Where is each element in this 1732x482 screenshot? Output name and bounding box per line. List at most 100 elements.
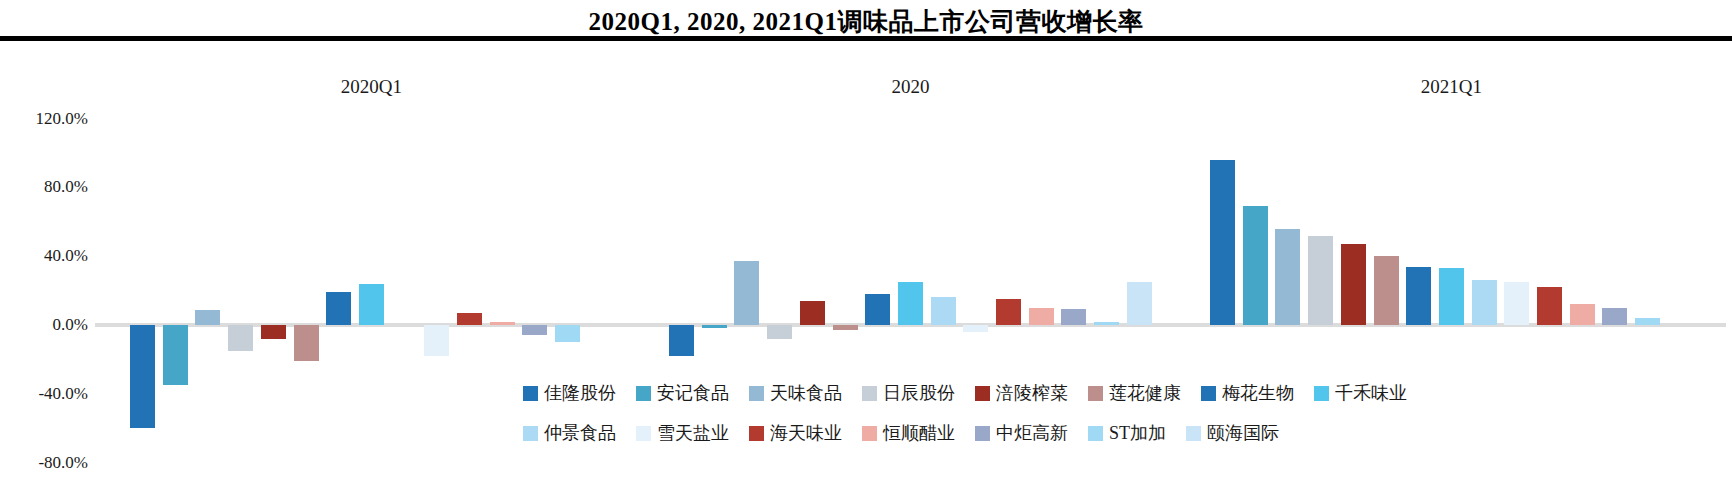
bar xyxy=(522,325,547,335)
bar xyxy=(734,261,759,325)
legend-swatch-icon xyxy=(1088,426,1103,441)
legend-swatch-icon xyxy=(636,426,651,441)
legend-item: 天味食品 xyxy=(749,383,842,403)
chart-page: 2020Q1, 2020, 2021Q1调味品上市公司营收增长率 120.0% 8… xyxy=(0,0,1732,482)
bar xyxy=(1537,287,1562,325)
legend-item: 颐海国际 xyxy=(1186,423,1279,443)
y-tick-label: -40.0% xyxy=(0,384,88,404)
legend-swatch-icon xyxy=(1314,386,1329,401)
legend-label: 海天味业 xyxy=(770,423,842,443)
bar xyxy=(1029,308,1054,325)
bar xyxy=(195,310,220,325)
bar xyxy=(424,325,449,356)
legend-item: 海天味业 xyxy=(749,423,842,443)
legend-item: 日辰股份 xyxy=(862,383,955,403)
bar xyxy=(1243,206,1268,325)
legend-label: 佳隆股份 xyxy=(544,383,616,403)
legend-swatch-icon xyxy=(636,386,651,401)
bar xyxy=(1406,267,1431,325)
bar xyxy=(1570,304,1595,325)
bar xyxy=(963,325,988,332)
legend-swatch-icon xyxy=(975,426,990,441)
legend-item: 梅花生物 xyxy=(1201,383,1294,403)
legend-swatch-icon xyxy=(862,386,877,401)
y-tick-label: 80.0% xyxy=(0,177,88,197)
legend-row: 佳隆股份 安记食品 天味食品 日辰股份 涪陵榨菜 莲花健康 梅花生物 千禾味业 xyxy=(523,383,1407,403)
bar xyxy=(996,299,1021,325)
bar xyxy=(1127,282,1152,325)
legend-label: 梅花生物 xyxy=(1222,383,1294,403)
legend-item: 雪天盐业 xyxy=(636,423,729,443)
bar xyxy=(490,322,515,325)
legend-label: 天味食品 xyxy=(770,383,842,403)
bar xyxy=(359,284,384,325)
bar xyxy=(865,294,890,325)
y-tick-label: 40.0% xyxy=(0,246,88,266)
legend-swatch-icon xyxy=(749,386,764,401)
chart-title: 2020Q1, 2020, 2021Q1调味品上市公司营收增长率 xyxy=(0,5,1732,38)
legend-label: 涪陵榨菜 xyxy=(996,383,1068,403)
legend-item: 恒顺醋业 xyxy=(862,423,955,443)
bar xyxy=(1504,282,1529,325)
bar xyxy=(1275,229,1300,325)
legend-label: 日辰股份 xyxy=(883,383,955,403)
legend-label: ST加加 xyxy=(1109,423,1166,443)
bar xyxy=(130,325,155,428)
bar xyxy=(326,292,351,325)
legend-swatch-icon xyxy=(975,386,990,401)
bar xyxy=(261,325,286,339)
bar xyxy=(228,325,253,351)
bar xyxy=(1061,309,1086,325)
y-tick-label: 120.0% xyxy=(0,109,88,129)
bar xyxy=(1094,322,1119,325)
legend-item: 安记食品 xyxy=(636,383,729,403)
legend-item: 涪陵榨菜 xyxy=(975,383,1068,403)
bar xyxy=(1439,268,1464,325)
legend-swatch-icon xyxy=(1088,386,1103,401)
legend-swatch-icon xyxy=(523,386,538,401)
legend-label: 雪天盐业 xyxy=(657,423,729,443)
bar xyxy=(163,325,188,385)
legend-swatch-icon xyxy=(1186,426,1201,441)
legend-item: 千禾味业 xyxy=(1314,383,1407,403)
bar xyxy=(898,282,923,325)
legend-item: 仲景食品 xyxy=(523,423,616,443)
bar xyxy=(1308,236,1333,325)
legend-item: 莲花健康 xyxy=(1088,383,1181,403)
bar xyxy=(669,325,694,356)
legend-swatch-icon xyxy=(523,426,538,441)
legend-label: 中炬高新 xyxy=(996,423,1068,443)
group-label-2020: 2020 xyxy=(830,76,990,98)
title-divider xyxy=(0,36,1732,41)
legend-label: 颐海国际 xyxy=(1207,423,1279,443)
legend-item: ST加加 xyxy=(1088,423,1166,443)
group-label-2020q1: 2020Q1 xyxy=(291,76,451,98)
y-tick-label: 0.0% xyxy=(0,315,88,335)
bar xyxy=(1341,244,1366,325)
bar xyxy=(1602,308,1627,325)
legend-swatch-icon xyxy=(749,426,764,441)
legend-label: 安记食品 xyxy=(657,383,729,403)
bar xyxy=(1635,318,1660,325)
legend-label: 仲景食品 xyxy=(544,423,616,443)
group-label-2021q1: 2021Q1 xyxy=(1371,76,1531,98)
bar xyxy=(833,325,858,330)
bar xyxy=(702,325,727,328)
bar xyxy=(767,325,792,339)
y-tick-label: -80.0% xyxy=(0,453,88,473)
bar xyxy=(1210,160,1235,325)
bar xyxy=(1472,280,1497,325)
legend-swatch-icon xyxy=(862,426,877,441)
bar xyxy=(1374,256,1399,325)
bar xyxy=(294,325,319,361)
bar xyxy=(800,301,825,325)
bar xyxy=(457,313,482,325)
legend-swatch-icon xyxy=(1201,386,1216,401)
legend-label: 恒顺醋业 xyxy=(883,423,955,443)
bar xyxy=(931,297,956,325)
legend-row: 仲景食品 雪天盐业 海天味业 恒顺醋业 中炬高新 ST加加 颐海国际 xyxy=(523,423,1279,443)
legend-item: 佳隆股份 xyxy=(523,383,616,403)
legend-label: 莲花健康 xyxy=(1109,383,1181,403)
legend-label: 千禾味业 xyxy=(1335,383,1407,403)
bar xyxy=(555,325,580,342)
